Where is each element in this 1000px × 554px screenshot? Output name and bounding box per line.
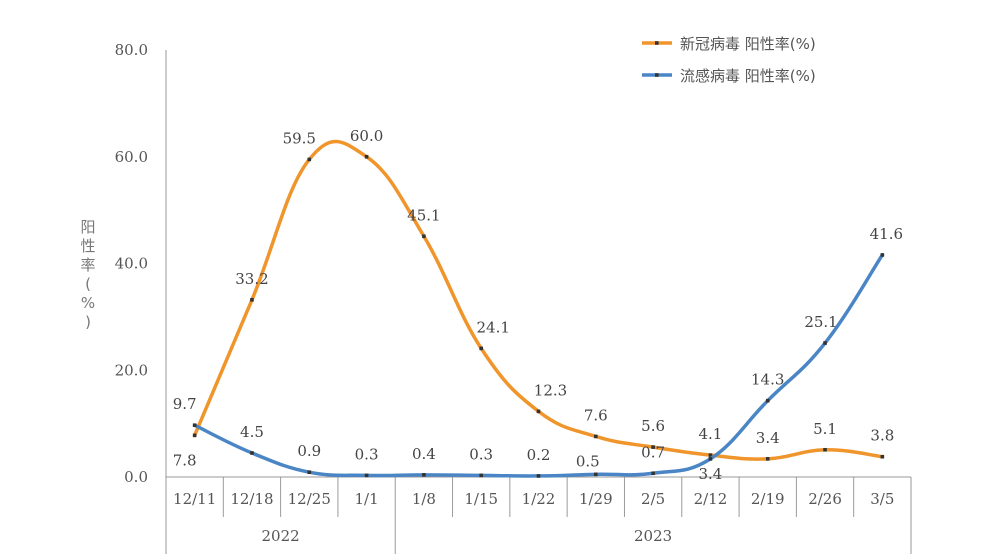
- data-label: 0.3: [355, 445, 379, 463]
- data-point: [765, 398, 770, 403]
- legend-label: 新冠病毒 阳性率(%): [680, 35, 816, 53]
- data-label: 0.3: [469, 445, 493, 463]
- data-point: [880, 454, 885, 459]
- data-point: [536, 409, 541, 414]
- data-point: [765, 457, 770, 461]
- x-tick-label: 1/29: [579, 490, 613, 508]
- y-tick-label: 20.0: [115, 361, 148, 379]
- data-label: 5.1: [813, 420, 837, 438]
- legend-label: 流感病毒 阳性率(%): [680, 67, 816, 85]
- legend: 新冠病毒 阳性率(%) 流感病毒 阳性率(%): [642, 35, 816, 85]
- data-point: [422, 234, 426, 239]
- data-label: 0.9: [297, 442, 321, 460]
- y-axis-label-char: %: [81, 294, 95, 312]
- x-tick-label: 1/1: [355, 490, 379, 508]
- data-point: [708, 457, 713, 461]
- y-axis-label-char: ): [85, 313, 91, 331]
- data-label: 3.8: [870, 427, 894, 445]
- data-point: [880, 253, 885, 257]
- data-point: [364, 473, 369, 478]
- x-tick-label: 1/15: [464, 490, 498, 508]
- x-tick-label: 2/5: [641, 490, 665, 508]
- data-point: [651, 471, 655, 476]
- data-point: [307, 157, 312, 162]
- y-axis-label-char: 性: [80, 237, 95, 255]
- data-label: 59.5: [283, 129, 316, 147]
- data-label: 0.5: [576, 452, 600, 470]
- data-point: [479, 346, 483, 351]
- data-point: [651, 445, 655, 449]
- y-axis-label-char: (: [85, 275, 91, 293]
- year-label: 2023: [634, 527, 672, 545]
- data-label: 5.6: [641, 417, 665, 435]
- data-point: [422, 473, 426, 477]
- series-line-covid: [192, 139, 885, 461]
- data-label: 3.4: [698, 465, 722, 483]
- x-tick-label: 1/8: [412, 490, 436, 508]
- data-labels: 7.8 33.2 59.5 60.0 45.1 24.1 12.3 7.6 5.6 4.1 3.4 5…: [173, 127, 903, 483]
- y-axis-label-char: 阳: [80, 218, 95, 236]
- data-label: 9.7: [173, 395, 197, 413]
- data-label: 33.2: [235, 270, 268, 288]
- data-point: [708, 453, 713, 457]
- series-lines: [192, 139, 885, 478]
- data-label: 45.1: [407, 206, 440, 224]
- data-point: [364, 154, 369, 159]
- x-tick-label: 2/26: [808, 490, 842, 508]
- data-label: 7.8: [173, 451, 197, 469]
- legend-marker: [655, 73, 659, 77]
- data-label: 3.4: [756, 429, 780, 447]
- x-tick-label: 12/25: [288, 490, 331, 508]
- data-label: 0.7: [641, 443, 665, 461]
- data-point: [823, 447, 827, 452]
- data-label: 41.6: [870, 225, 903, 243]
- x-tick-label: 3/5: [870, 490, 894, 508]
- x-tick-label: 12/18: [230, 490, 273, 508]
- data-label: 7.6: [584, 406, 608, 424]
- y-tick-label: 0.0: [124, 468, 148, 486]
- x-tick-label: 12/11: [173, 490, 216, 508]
- y-tick-label: 40.0: [115, 255, 148, 273]
- legend-marker: [655, 41, 659, 45]
- x-tick-label: 1/22: [522, 490, 556, 508]
- x-tick-label: 2/12: [694, 490, 728, 508]
- y-axis-label-char: 率: [80, 256, 95, 274]
- year-label: 2022: [262, 527, 300, 545]
- data-point: [250, 297, 254, 302]
- data-label: 12.3: [534, 381, 567, 399]
- data-point: [192, 433, 197, 438]
- y-tick-label: 60.0: [115, 148, 148, 166]
- data-point: [536, 474, 541, 478]
- data-point: [823, 341, 827, 345]
- data-point: [479, 473, 483, 478]
- data-label: 4.1: [698, 425, 722, 443]
- data-point: [192, 423, 197, 428]
- data-point: [594, 434, 598, 439]
- data-label: 24.1: [476, 318, 509, 336]
- data-label: 60.0: [350, 127, 383, 145]
- data-point: [307, 470, 312, 474]
- data-label: 4.5: [240, 423, 264, 441]
- x-tick-label: 2/19: [751, 490, 785, 508]
- data-point: [594, 472, 598, 477]
- data-label: 0.4: [412, 445, 436, 463]
- data-label: 0.2: [527, 446, 551, 464]
- data-label: 25.1: [804, 313, 837, 331]
- data-point: [250, 451, 254, 455]
- y-tick-label: 80.0: [115, 41, 148, 59]
- chart-axes: 0.0 20.0 40.0 60.0 80.0 12/11 12/18 12/25 1/1 1/8…: [115, 41, 912, 554]
- y-axis-label: 阳性率(%): [80, 218, 95, 331]
- data-label: 14.3: [751, 371, 784, 389]
